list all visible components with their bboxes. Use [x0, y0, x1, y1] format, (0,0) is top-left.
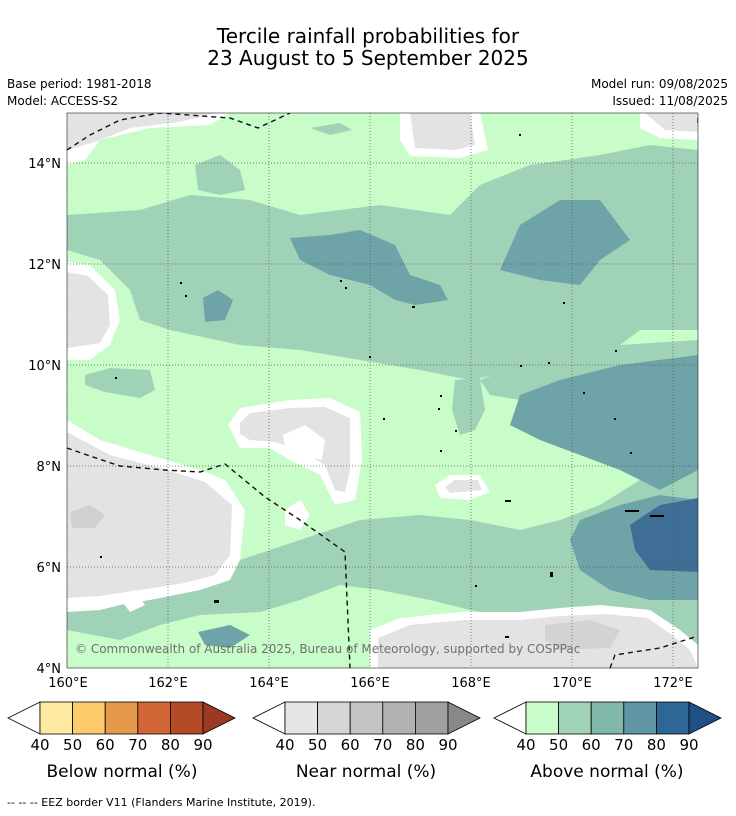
lat-label: 12°N — [28, 258, 61, 273]
colorbar-tick-label: 50 — [63, 736, 82, 754]
model-name: Model: ACCESS-S2 — [7, 94, 119, 108]
colorbar-cell — [525, 701, 559, 735]
islands — [100, 134, 664, 638]
colorbar-cell — [39, 701, 73, 735]
legend-label-near: Near normal (%) — [295, 762, 437, 782]
colorbar-cell — [558, 701, 592, 735]
colorbar-cell — [590, 701, 625, 735]
colorbar-tick-label: 40 — [275, 736, 294, 754]
colorbar-tick-label: 90 — [679, 736, 698, 754]
eez-border-lines — [67, 113, 698, 668]
colorbar-high-extension — [447, 701, 481, 735]
colorbar-cell — [623, 701, 657, 735]
colorbar-tick-label: 90 — [438, 736, 457, 754]
lon-axis-labels: 160°E 162°E 164°E 166°E 168°E 170°E 172°… — [48, 676, 693, 691]
colorbar-low-extension — [252, 701, 286, 735]
colorbar-cell — [317, 701, 351, 735]
colorbar-cell — [104, 701, 139, 735]
title-line-2: 23 August to 5 September 2025 — [207, 46, 529, 70]
colorbar-cell — [169, 701, 204, 735]
colorbar-high-extension — [202, 701, 236, 735]
colorbar-tick-label: 40 — [516, 736, 535, 754]
colorbar-tick-label: 60 — [96, 736, 115, 754]
lat-label: 8°N — [37, 460, 62, 475]
lat-label: 14°N — [28, 157, 61, 172]
colorbar-low-extension — [7, 701, 41, 735]
lon-label: 172°E — [653, 676, 693, 691]
lon-label: 160°E — [48, 676, 88, 691]
lon-label: 162°E — [148, 676, 188, 691]
legend-label-above: Above normal (%) — [530, 762, 684, 782]
colorbar-high-extension — [688, 701, 722, 735]
colorbar-cell — [284, 701, 318, 735]
legend-colorbars: 40 50 60 70 80 90 40 50 60 70 80 90 40 50 60 70 80 90 — [7, 701, 722, 754]
colorbar-tick-label: 70 — [128, 736, 147, 754]
copyright-text: © Commonwealth of Australia 2025, Bureau… — [75, 642, 580, 656]
lat-axis-labels: 14°N 12°N 10°N 8°N 6°N 4°N — [28, 157, 61, 677]
colorbar-tick-label: 80 — [406, 736, 425, 754]
colorbar-tick-label: 80 — [161, 736, 180, 754]
map-field — [67, 113, 698, 668]
colorbar-tick-label: 50 — [308, 736, 327, 754]
legend-label-below: Below normal (%) — [46, 762, 198, 782]
colorbar-tick-label: 70 — [373, 736, 392, 754]
colorbar-tick-label: 90 — [193, 736, 212, 754]
lon-label: 166°E — [350, 676, 390, 691]
colorbar-tick-label: 40 — [30, 736, 49, 754]
title-line-1: Tercile rainfall probabilities for — [216, 24, 520, 48]
colorbar-cell — [656, 701, 690, 735]
eez-footnote: -- -- -- EEZ border V11 (Flanders Marine… — [7, 796, 316, 809]
colorbar-cell — [414, 701, 449, 735]
colorbar-cell — [382, 701, 416, 735]
lat-label: 4°N — [37, 662, 62, 677]
model-run: Model run: 09/08/2025 — [590, 77, 728, 91]
lon-label: 164°E — [249, 676, 289, 691]
map-frame — [66, 112, 699, 669]
base-period: Base period: 1981-2018 — [7, 77, 152, 91]
colorbar-tick-label: 50 — [549, 736, 568, 754]
lon-label: 170°E — [552, 676, 592, 691]
lat-label: 10°N — [28, 359, 61, 374]
colorbar-low-extension — [493, 701, 527, 735]
map-gridlines — [67, 113, 698, 668]
colorbar-tick-label: 80 — [647, 736, 666, 754]
colorbar-tick-label: 70 — [614, 736, 633, 754]
colorbar-tick-label: 60 — [341, 736, 360, 754]
colorbar-cell — [137, 701, 171, 735]
issued-date: Issued: 11/08/2025 — [612, 94, 728, 108]
colorbar-tick-label: 60 — [582, 736, 601, 754]
colorbar-cell — [72, 701, 106, 735]
lon-label: 168°E — [451, 676, 491, 691]
lat-label: 6°N — [37, 561, 62, 576]
colorbar-cell — [349, 701, 384, 735]
